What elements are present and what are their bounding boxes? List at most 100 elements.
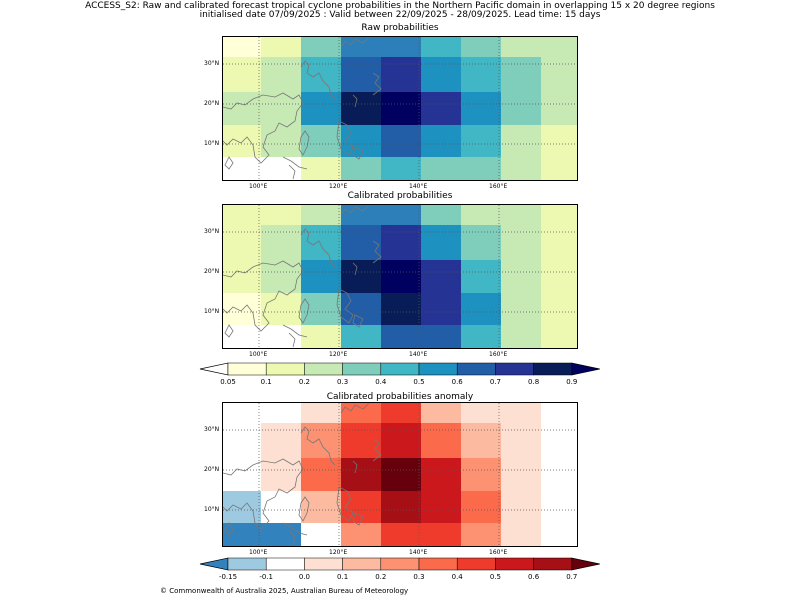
colorbar-segment [418, 557, 458, 571]
map-canvas [223, 37, 577, 180]
probability-cell [541, 325, 577, 348]
colorbar-segment [533, 557, 573, 571]
coastline [340, 37, 370, 48]
probability-cell [381, 57, 421, 92]
probability-cell [541, 423, 577, 458]
probability-cell [541, 491, 577, 523]
lat-tick-10n: 10°N [204, 308, 220, 315]
probability-cell [541, 125, 577, 157]
colorbar-tick-label: 0.5 [413, 378, 425, 386]
probability-cell [261, 403, 301, 423]
colorbar-segment [495, 557, 534, 571]
colorbar-segment [418, 362, 458, 376]
probability-cell [261, 37, 301, 57]
probability-colorbar [199, 362, 600, 376]
probability-cell [381, 325, 421, 348]
colorbar-tick-label: 0.5 [489, 573, 501, 581]
probability-cell [501, 403, 541, 423]
coastline [223, 260, 304, 332]
colorbar-tick-label: 0.2 [375, 573, 387, 581]
colorbar-over-triangle [571, 557, 600, 571]
colorbar-tick-label: 0.6 [451, 378, 463, 386]
probability-cell [421, 523, 461, 546]
probability-cell [261, 225, 301, 260]
probability-cell [461, 37, 501, 57]
probability-cell [461, 403, 501, 423]
probability-cell [261, 57, 301, 92]
probability-cell [501, 260, 541, 293]
anomaly-colorbar [199, 557, 600, 571]
lon-tick-160e: 160°E [489, 183, 508, 190]
probability-cell [501, 225, 541, 260]
coastline [340, 205, 370, 216]
probability-cell [341, 225, 381, 260]
probability-cell [461, 423, 501, 458]
probability-cell [301, 125, 341, 157]
lon-tick-140e: 140°E [409, 351, 428, 358]
lat-tick-20n: 20°N [204, 268, 220, 275]
lat-tick-10n: 10°N [204, 506, 220, 513]
colorbar-tick-label: 0.4 [451, 573, 463, 581]
coastline [288, 332, 296, 348]
lat-tick-30n: 30°N [204, 60, 220, 67]
probability-cell [341, 423, 381, 458]
probability-cell [381, 403, 421, 423]
probability-cell [341, 403, 381, 423]
probability-cell [421, 293, 461, 325]
probability-cell [223, 125, 261, 157]
colorbar-segment [456, 362, 496, 376]
lon-tick-160e: 160°E [489, 549, 508, 556]
coastline [282, 156, 308, 170]
probability-cell [541, 458, 577, 491]
colorbar-tick-label: 0.7 [489, 378, 501, 386]
coastline [372, 72, 382, 96]
probability-cell [341, 57, 381, 92]
probability-cell [501, 325, 541, 348]
probability-cell [341, 157, 381, 180]
probability-cell [501, 125, 541, 157]
lat-tick-30n: 30°N [204, 426, 220, 433]
probability-cell [261, 260, 301, 293]
colorbar-over-triangle [571, 362, 600, 376]
probability-cell [261, 491, 301, 523]
probability-cell [381, 293, 421, 325]
coastline [336, 288, 354, 324]
probability-cell [381, 423, 421, 458]
probability-cell [341, 92, 381, 125]
probability-cell [421, 57, 461, 92]
lon-tick-120e: 120°E [329, 183, 348, 190]
probability-cell [461, 57, 501, 92]
probability-cell [261, 423, 301, 458]
coastline [336, 486, 354, 522]
probability-cell [301, 325, 341, 348]
probability-cell [301, 92, 341, 125]
colorbar-segment [265, 362, 305, 376]
probability-cell [541, 523, 577, 546]
colorbar-tick-label: 0.8 [528, 378, 540, 386]
probability-cell [501, 205, 541, 225]
colorbar-segment [227, 362, 267, 376]
coastline [352, 146, 364, 160]
probability-cell [501, 491, 541, 523]
probability-cell [301, 293, 341, 325]
coastline [300, 228, 336, 268]
probability-cell [381, 157, 421, 180]
probability-cell [421, 37, 461, 57]
probability-cell [461, 293, 501, 325]
map-canvas [223, 205, 577, 348]
probability-cell [501, 157, 541, 180]
colorbar-segment [533, 362, 573, 376]
colorbar-segment [342, 557, 382, 571]
probability-cell [501, 37, 541, 57]
colorbar-segment [227, 557, 267, 571]
probability-cell [301, 491, 341, 523]
probability-cell [261, 205, 301, 225]
lat-tick-20n: 20°N [204, 100, 220, 107]
colorbar-under-triangle [199, 362, 229, 376]
probability-cell [223, 423, 261, 458]
probability-cell [421, 157, 461, 180]
probability-cell [341, 458, 381, 491]
probability-cell [341, 491, 381, 523]
probability-cell [341, 260, 381, 293]
copyright-footer: © Commonwealth of Australia 2025, Austra… [160, 587, 409, 595]
